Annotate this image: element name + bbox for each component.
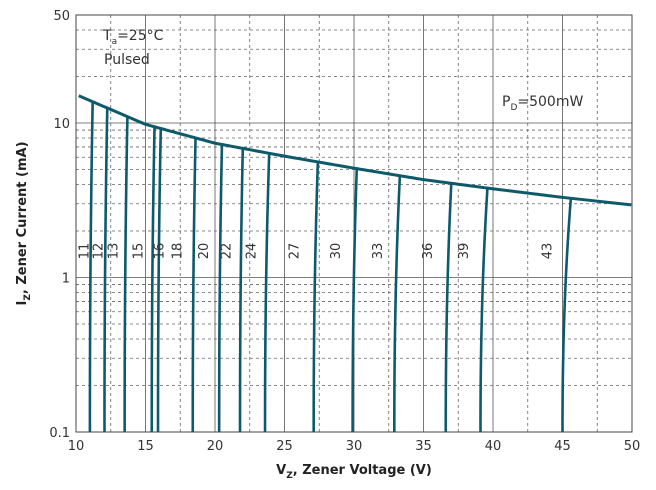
zener-curve-39: [479, 187, 489, 432]
curve-label-18: 18: [171, 243, 186, 260]
x-tick-label: 35: [415, 439, 432, 454]
curve-label-20: 20: [197, 243, 212, 260]
x-tick-label: 45: [554, 439, 571, 454]
axis-ticks: 10 15 20 25 30 35 40 45 50 0.1 1 10 50: [49, 9, 640, 454]
zener-curve-20: [217, 144, 224, 432]
zener-curve-33: [393, 175, 402, 432]
curve-label-13: 13: [107, 243, 122, 260]
zener-curve-11: [88, 101, 94, 432]
curve-label-24: 24: [244, 243, 259, 260]
x-tick-label: 15: [137, 439, 154, 454]
zener-curve-22: [238, 148, 245, 432]
plot-frame: [75, 14, 633, 433]
power-limit-curve: [78, 94, 632, 207]
curve-label-43: 43: [540, 243, 555, 260]
zener-curve-24: [263, 153, 271, 432]
x-tick-label: 10: [68, 439, 85, 454]
zener-curve-43: [561, 198, 573, 432]
curve-label-36: 36: [421, 243, 436, 260]
zener-curve-27: [312, 161, 320, 432]
curve-label-16: 16: [153, 243, 168, 260]
curve-label-22: 22: [219, 243, 234, 260]
zener-curve-18: [191, 137, 197, 432]
x-tick-label: 30: [346, 439, 363, 454]
zener-curve-30: [351, 168, 359, 432]
zener-curve-13: [123, 116, 129, 432]
x-tick-label: 50: [624, 439, 641, 454]
y-tick-label: 1: [62, 271, 70, 286]
curve-label-30: 30: [329, 243, 344, 260]
x-tick-label: 20: [207, 439, 224, 454]
temperature-annotation: Ta=25°C: [102, 28, 164, 47]
curve-label-39: 39: [457, 243, 472, 260]
x-tick-label: 40: [485, 439, 502, 454]
pulsed-annotation: Pulsed: [104, 52, 150, 68]
curve-label-11: 11: [78, 243, 93, 260]
x-tick-label: 25: [276, 439, 293, 454]
zener-curve-16: [156, 128, 163, 432]
zener-curves: [88, 101, 573, 433]
zener-curve-36: [444, 183, 453, 432]
y-axis-title: IZ, Zener Current (mA): [15, 141, 33, 305]
curve-label-12: 12: [91, 243, 106, 260]
y-tick-label: 0.1: [49, 426, 70, 441]
power-annotation: PD=500mW: [502, 94, 583, 113]
zener-curve-12: [103, 107, 109, 432]
zener-curve-15: [150, 126, 156, 433]
y-tick-label: 10: [53, 117, 70, 132]
y-tick-label: 50: [53, 9, 70, 24]
x-axis-title: VZ, Zener Voltage (V): [276, 463, 432, 481]
curve-label-33: 33: [371, 243, 386, 260]
curve-label-27: 27: [287, 243, 302, 260]
curve-label-15: 15: [132, 243, 147, 260]
